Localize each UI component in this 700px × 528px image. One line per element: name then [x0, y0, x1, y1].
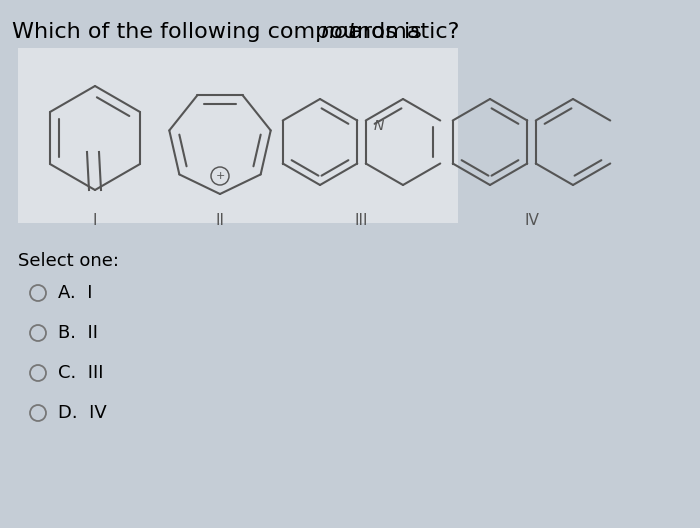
FancyBboxPatch shape — [18, 48, 458, 223]
Text: B.  II: B. II — [58, 324, 98, 342]
Text: C.  III: C. III — [58, 364, 104, 382]
Text: aromatic?: aromatic? — [342, 22, 460, 42]
Text: A.  I: A. I — [58, 284, 92, 302]
Text: II: II — [216, 213, 225, 228]
Text: IV: IV — [524, 213, 539, 228]
Text: Select one:: Select one: — [18, 252, 119, 270]
Text: Which of the following compounds is: Which of the following compounds is — [12, 22, 429, 42]
Text: N: N — [374, 118, 384, 133]
Text: I: I — [92, 213, 97, 228]
Text: not: not — [320, 22, 356, 42]
Text: +: + — [216, 171, 225, 181]
Text: D.  IV: D. IV — [58, 404, 106, 422]
Text: III: III — [355, 213, 368, 228]
